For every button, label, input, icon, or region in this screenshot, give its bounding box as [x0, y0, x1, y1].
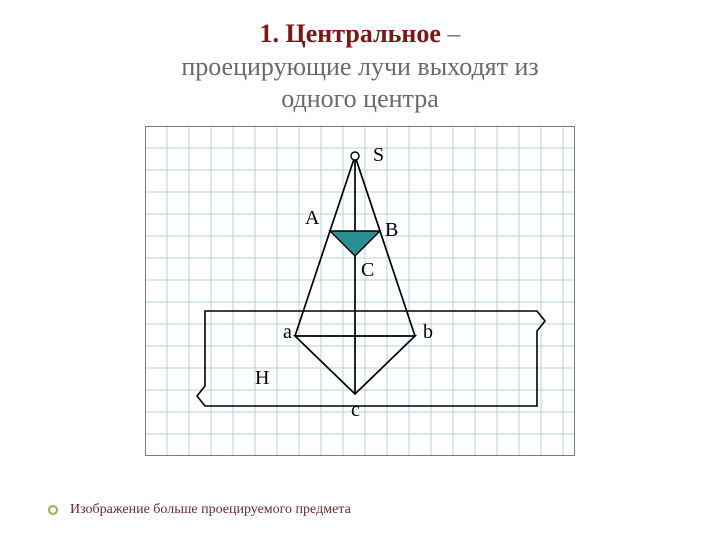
label-a: a [283, 321, 292, 343]
title-line-2: проецирующие лучи выходят из [0, 51, 720, 84]
bullet-text: Изображение больше проецируемого предмет… [70, 502, 351, 518]
label-A: A [305, 207, 320, 229]
title-dash: – [441, 19, 461, 48]
label-S: S [373, 144, 384, 166]
label-b: b [423, 321, 433, 343]
title-line-1: 1. Центральное – [0, 18, 720, 51]
bullet-row: Изображение больше проецируемого предмет… [48, 502, 351, 518]
title-line-3: одного центра [0, 83, 720, 116]
slide: 1. Центральное – проецирующие лучи выход… [0, 0, 720, 540]
diagram: S A BCa b c Н [145, 126, 575, 456]
label-H: Н [255, 367, 269, 389]
label-c: c [351, 399, 360, 421]
diagram-svg: S A BCa b c Н [145, 126, 575, 456]
label-C: C [361, 259, 374, 281]
label-B: B [385, 219, 398, 241]
bullet-icon [48, 505, 58, 515]
title-block: 1. Центральное – проецирующие лучи выход… [0, 0, 720, 116]
title-bold: 1. Центральное [260, 19, 441, 48]
